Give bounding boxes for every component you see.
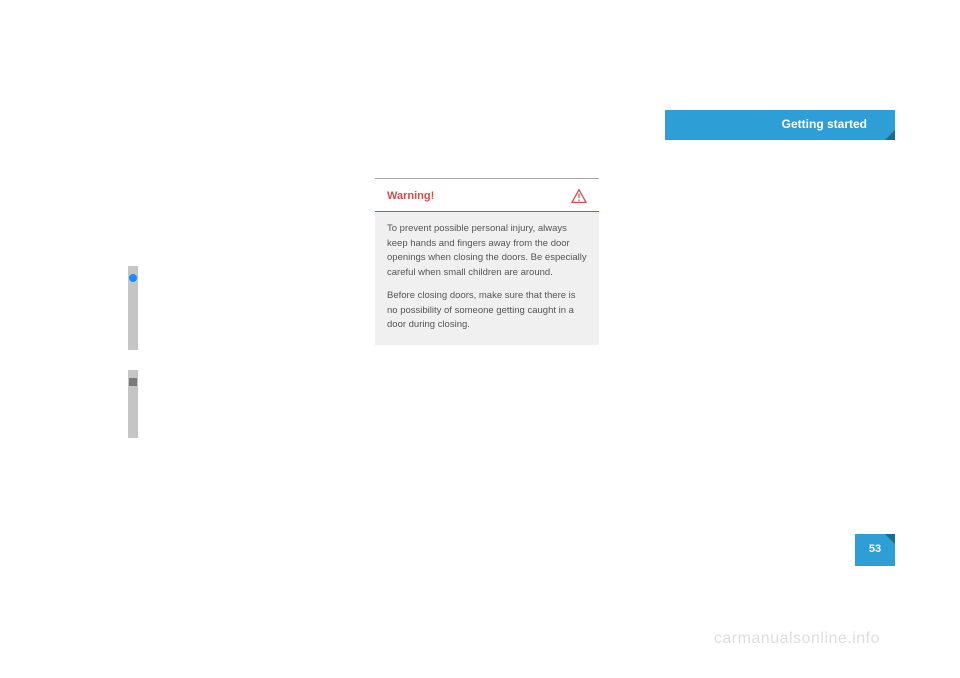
warning-paragraph: To prevent possible personal injury, alw… <box>387 222 587 281</box>
section-header: Getting started <box>665 110 895 140</box>
warning-body: To prevent possible personal injury, alw… <box>375 212 599 345</box>
page-number: 53 <box>855 543 895 555</box>
info-dot-icon <box>129 274 137 282</box>
warning-title: Warning! <box>387 190 434 202</box>
manual-page: Getting started Warning! To prevent poss… <box>0 0 960 678</box>
warning-triangle-icon <box>571 189 587 203</box>
warning-paragraph: Before closing doors, make sure that the… <box>387 289 587 333</box>
warning-header: Warning! <box>375 179 599 212</box>
section-title: Getting started <box>782 117 867 131</box>
margin-note-bar-1 <box>128 266 138 350</box>
header-fold-corner <box>885 130 895 140</box>
warning-callout: Warning! To prevent possible personal in… <box>375 178 599 345</box>
note-square-icon <box>129 378 137 386</box>
margin-note-bar-2 <box>128 370 138 438</box>
page-number-badge: 53 <box>855 534 895 566</box>
watermark-text: carmanualsonline.info <box>714 630 880 648</box>
